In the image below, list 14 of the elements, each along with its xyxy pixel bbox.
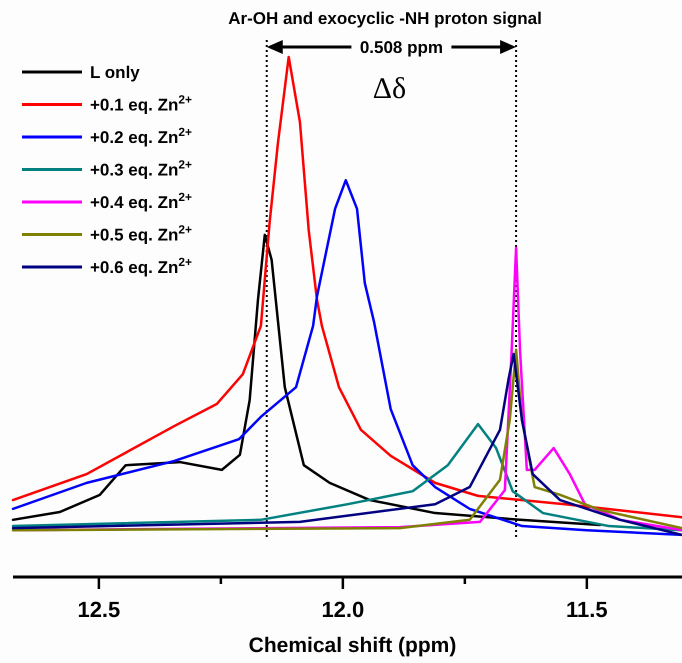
x-tick-label: 11.5 xyxy=(566,597,608,622)
legend-label: +0.6 eq. Zn$^{2+}$ xyxy=(90,255,192,277)
x-tick-label: 12.5 xyxy=(77,597,120,622)
x-axis-title: Chemical shift (ppm) xyxy=(248,634,456,657)
text: 0.508 ppm xyxy=(360,38,443,57)
legend-label: L only xyxy=(90,63,140,82)
annotation: Δδ xyxy=(372,72,406,105)
chart-title: Ar-OH and exocyclic -NH proton signal xyxy=(228,9,542,28)
legend-label: +0.5 eq. Zn$^{2+}$ xyxy=(90,222,192,244)
legend-label: +0.4 eq. Zn$^{2+}$ xyxy=(90,190,192,212)
legend-label: +0.3 eq. Zn$^{2+}$ xyxy=(90,158,192,180)
legend-label: +0.1 eq. Zn$^{2+}$ xyxy=(90,92,192,114)
text: 12.0 xyxy=(321,597,364,622)
legend-label: +0.2 eq. Zn$^{2+}$ xyxy=(90,125,192,147)
